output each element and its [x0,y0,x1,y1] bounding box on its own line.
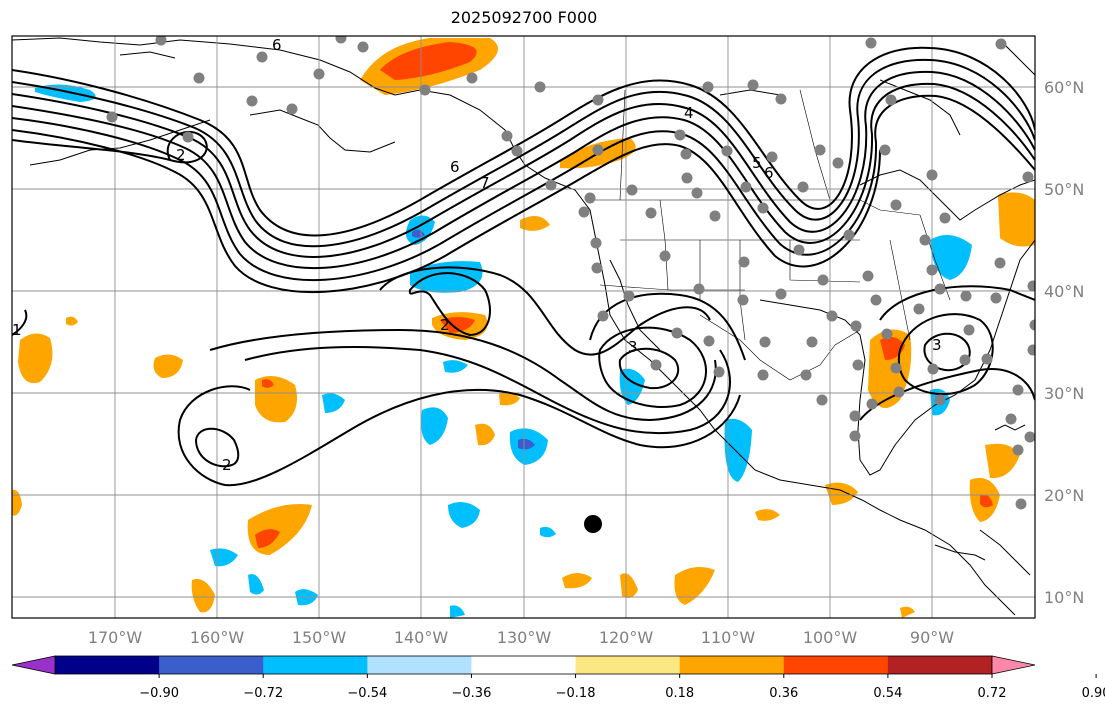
anomaly-shading [12,38,1035,618]
height-contours [12,46,1035,487]
colorbar-tick-label: 0.90 [1082,686,1105,701]
contour-label: 6 [764,164,774,182]
colorbar-tick-label: −0.54 [347,686,387,701]
lon-label: 130°W [497,628,552,647]
lat-label: 10°N [1044,588,1084,607]
colorbar-swatch [367,656,473,674]
colorbar-swatch [263,656,368,674]
colorbar-tick-label: −0.18 [556,686,596,701]
lon-label: 110°W [701,628,756,647]
coastlines [12,37,1035,616]
contour-label: 1 [12,321,22,339]
colorbar-swatch [783,656,889,674]
graticule [12,36,1035,618]
contour-label: 2 [440,316,450,334]
lat-label: 30°N [1044,384,1084,403]
lon-label: 120°W [599,628,654,647]
colorbar-tick-label: 0.18 [665,686,694,701]
colorbar-swatch [679,656,785,674]
colorbar-tick-label: −0.36 [452,686,492,701]
colorbar-tick-label: 0.36 [769,686,798,701]
lon-label: 170°W [88,628,143,647]
colorbar-extend-high [991,655,1036,675]
contour-label: 2 [176,146,186,164]
colorbar-tick-label: 0.72 [978,686,1007,701]
colorbar-swatch [55,656,160,674]
lon-label: 140°W [394,628,449,647]
lat-label: 60°N [1044,78,1084,97]
colorbar-swatch [887,656,993,674]
lat-label: 50°N [1044,180,1084,199]
contour-label: 6 [272,36,282,54]
contour-labels: 6 2 6 7 4 5 6 2 3 2 3 1 [12,36,942,474]
longitude-labels: 170°W 160°W 150°W 140°W 130°W 120°W 110°… [88,628,954,647]
lon-label: 160°W [190,628,245,647]
contour-label: 5 [752,154,762,172]
colorbar-tick-label: −0.72 [243,686,283,701]
lat-label: 20°N [1044,486,1084,505]
lat-label: 40°N [1044,282,1084,301]
colorbar: −0.90 −0.72 −0.54 −0.36 −0.18 0.18 0.36 0.54 0.7… [11,655,1105,701]
contour-label: 2 [222,456,232,474]
contour-label: 7 [480,174,490,192]
contour-label: 3 [628,338,638,356]
colorbar-extend-low [11,655,56,675]
colorbar-swatch [575,656,681,674]
colorbar-swatch [159,656,264,674]
lon-label: 90°W [910,628,954,647]
latitude-labels: 60°N 50°N 40°N 30°N 20°N 10°N [1044,78,1084,607]
contour-label: 3 [932,336,942,354]
station-markers [106,36,1035,510]
colorbar-swatch [471,656,577,674]
lon-label: 100°W [803,628,858,647]
contour-label: 4 [684,104,694,122]
contour-label: 6 [450,158,460,176]
map-frame [11,35,1036,619]
colorbar-tick-label: 0.54 [873,686,902,701]
storm-center-marker [584,515,602,533]
map-title: 2025092700 F000 [450,8,598,27]
lon-label: 150°W [292,628,347,647]
colorbar-tick-label: −0.90 [139,686,179,701]
